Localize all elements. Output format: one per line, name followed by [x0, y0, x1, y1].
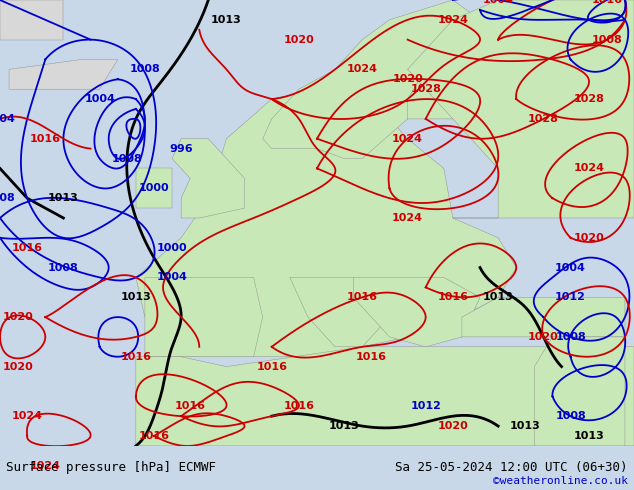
Text: 1004: 1004 — [84, 94, 115, 104]
Text: 1013: 1013 — [573, 431, 604, 441]
Text: ©weatheronline.co.uk: ©weatheronline.co.uk — [493, 476, 628, 486]
Text: 1028: 1028 — [410, 84, 441, 94]
Text: 1020: 1020 — [392, 74, 423, 84]
Text: Surface pressure [hPa] ECMWF: Surface pressure [hPa] ECMWF — [6, 462, 216, 474]
Text: 1012: 1012 — [410, 401, 441, 411]
Text: 1000: 1000 — [157, 243, 188, 253]
Text: 1016: 1016 — [256, 362, 287, 371]
Text: 1024: 1024 — [437, 15, 469, 25]
Text: 1020: 1020 — [3, 362, 34, 371]
Text: 1008: 1008 — [555, 332, 586, 342]
Text: 1012: 1012 — [555, 292, 586, 302]
Text: 1008: 1008 — [555, 411, 586, 421]
Text: 1013: 1013 — [510, 421, 541, 431]
Text: 1000: 1000 — [139, 183, 169, 193]
Text: 1004: 1004 — [157, 272, 188, 282]
Text: 1013: 1013 — [120, 292, 152, 302]
Text: 1024: 1024 — [347, 64, 378, 74]
Text: 1013: 1013 — [48, 193, 79, 203]
Text: 1020: 1020 — [3, 312, 34, 322]
Text: 1020: 1020 — [283, 35, 314, 45]
Text: 1013: 1013 — [211, 15, 242, 25]
Text: 1016: 1016 — [120, 352, 152, 362]
Text: 1004: 1004 — [482, 0, 514, 5]
Text: 1024: 1024 — [573, 164, 604, 173]
Text: 1016: 1016 — [283, 401, 314, 411]
Text: 1016: 1016 — [11, 243, 42, 253]
Text: 1024: 1024 — [11, 411, 42, 421]
Text: 1024: 1024 — [392, 134, 423, 144]
Text: 1008: 1008 — [112, 153, 142, 164]
Text: 1016: 1016 — [138, 431, 169, 441]
Text: 1016: 1016 — [347, 292, 378, 302]
Text: 1020: 1020 — [437, 421, 469, 431]
Text: 1013: 1013 — [329, 421, 359, 431]
Text: 996: 996 — [169, 144, 193, 154]
Text: 1008: 1008 — [592, 35, 622, 45]
Text: 1004: 1004 — [555, 263, 586, 272]
Text: 1016: 1016 — [592, 0, 623, 5]
Text: 1016: 1016 — [30, 134, 61, 144]
Text: 1020: 1020 — [573, 233, 604, 243]
Text: 1008: 1008 — [129, 64, 160, 74]
Text: 1013: 1013 — [482, 292, 514, 302]
Text: 1028: 1028 — [528, 114, 559, 124]
Text: 1008: 1008 — [0, 193, 15, 203]
Text: 1028: 1028 — [573, 94, 604, 104]
Text: 1008: 1008 — [48, 263, 79, 272]
Text: 1016: 1016 — [356, 352, 387, 362]
Text: 1016: 1016 — [437, 292, 469, 302]
Text: 1024: 1024 — [30, 461, 61, 471]
Text: 1004: 1004 — [0, 114, 15, 124]
Text: 1024: 1024 — [392, 213, 423, 223]
Text: 1020: 1020 — [528, 332, 559, 342]
Text: 1016: 1016 — [175, 401, 205, 411]
Text: Sa 25-05-2024 12:00 UTC (06+30): Sa 25-05-2024 12:00 UTC (06+30) — [395, 462, 628, 474]
